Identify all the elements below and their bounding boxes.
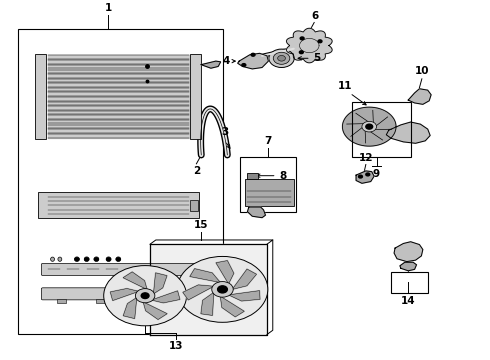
Circle shape	[269, 49, 294, 67]
Circle shape	[359, 175, 363, 178]
Polygon shape	[238, 53, 269, 69]
Circle shape	[95, 258, 98, 261]
Bar	[240, 157, 296, 212]
Circle shape	[75, 258, 79, 261]
Polygon shape	[153, 273, 167, 294]
Bar	[19, 29, 223, 334]
Polygon shape	[394, 242, 423, 262]
Polygon shape	[247, 207, 266, 218]
Text: 12: 12	[359, 153, 373, 163]
Circle shape	[366, 124, 373, 129]
Bar	[97, 299, 105, 303]
Ellipse shape	[50, 257, 54, 261]
Text: 3: 3	[221, 127, 228, 137]
Text: 6: 6	[312, 11, 319, 21]
Text: 10: 10	[415, 66, 429, 76]
Circle shape	[366, 173, 370, 176]
FancyBboxPatch shape	[41, 264, 196, 275]
Bar	[191, 54, 201, 139]
Text: 14: 14	[401, 296, 416, 306]
Circle shape	[273, 52, 290, 64]
Circle shape	[212, 282, 233, 297]
Circle shape	[300, 37, 304, 40]
Polygon shape	[143, 302, 167, 319]
Polygon shape	[123, 272, 147, 289]
Text: 11: 11	[338, 81, 352, 91]
Circle shape	[116, 258, 120, 261]
Polygon shape	[287, 28, 332, 63]
Circle shape	[141, 293, 149, 298]
Bar	[57, 299, 66, 303]
Text: 7: 7	[265, 136, 272, 146]
Polygon shape	[151, 291, 180, 303]
Polygon shape	[400, 262, 416, 271]
Polygon shape	[190, 269, 220, 283]
Circle shape	[107, 258, 111, 261]
Circle shape	[177, 256, 268, 322]
Circle shape	[135, 289, 155, 303]
Bar	[247, 172, 258, 179]
Polygon shape	[183, 285, 214, 300]
Text: 4: 4	[223, 56, 230, 66]
Circle shape	[218, 286, 227, 293]
Ellipse shape	[106, 257, 111, 261]
Circle shape	[104, 266, 187, 326]
Polygon shape	[110, 288, 139, 301]
Polygon shape	[408, 89, 431, 104]
Circle shape	[278, 55, 286, 61]
Ellipse shape	[84, 257, 89, 261]
Bar	[35, 54, 46, 139]
Circle shape	[242, 64, 246, 67]
FancyBboxPatch shape	[41, 288, 196, 300]
Circle shape	[362, 121, 376, 132]
Polygon shape	[220, 296, 244, 317]
Text: 5: 5	[313, 53, 320, 63]
Polygon shape	[201, 292, 214, 315]
Bar	[245, 179, 294, 206]
Ellipse shape	[94, 257, 99, 261]
Polygon shape	[123, 298, 137, 319]
Circle shape	[85, 258, 89, 261]
Text: 8: 8	[279, 171, 286, 181]
Bar	[38, 192, 199, 218]
Text: 2: 2	[193, 166, 200, 176]
Polygon shape	[232, 269, 256, 289]
Ellipse shape	[74, 257, 79, 261]
Text: 13: 13	[169, 341, 183, 351]
Circle shape	[318, 40, 322, 43]
Polygon shape	[216, 261, 234, 284]
Polygon shape	[356, 171, 374, 183]
Circle shape	[251, 53, 255, 56]
Text: 15: 15	[194, 220, 209, 230]
Text: 9: 9	[373, 169, 380, 179]
Bar	[391, 272, 428, 293]
Bar	[352, 102, 411, 157]
Ellipse shape	[116, 257, 121, 261]
Polygon shape	[343, 107, 396, 146]
Polygon shape	[386, 122, 430, 143]
Text: 1: 1	[105, 3, 112, 13]
Polygon shape	[228, 291, 260, 301]
Bar	[191, 201, 198, 211]
Ellipse shape	[58, 257, 62, 261]
Polygon shape	[201, 61, 220, 68]
Circle shape	[299, 51, 303, 54]
Polygon shape	[150, 244, 267, 334]
